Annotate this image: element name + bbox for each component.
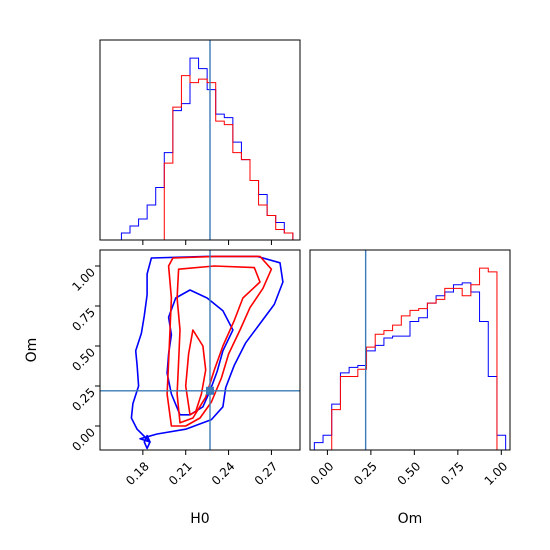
- y-tick-label: 0.75: [69, 305, 98, 334]
- x-tick-label: 0.18: [123, 459, 152, 488]
- x-tick-label: 0.25: [351, 459, 380, 488]
- panel-hist-om: 0.00 0.25 0.50 0.75 1.00 Om: [308, 249, 511, 527]
- x-tick-label: 0.75: [438, 459, 467, 488]
- panel-contour-h0-om: 0.18 0.21 0.24 0.27 0.00 0.25 0.50 0.75 1.00 H0 Om: [24, 249, 301, 527]
- y-tick-label: 1.00: [69, 265, 98, 294]
- x-tick-label: 0.21: [166, 459, 195, 488]
- contour-red: [166, 255, 273, 427]
- x-tick-label: 0.50: [395, 459, 424, 488]
- hist-series-red: [121, 75, 294, 241]
- contour-blue: [130, 255, 284, 443]
- x-axis-label: Om: [398, 511, 423, 527]
- panel-frame: [99, 249, 301, 451]
- contour-blue: [143, 434, 151, 450]
- y-tick-label: 0.00: [69, 425, 98, 454]
- panel-hist-h0: [99, 39, 301, 245]
- panel-frame: [309, 249, 511, 451]
- hist-series-blue: [313, 282, 507, 450]
- truth-point: [206, 386, 214, 395]
- x-tick-label: 0.00: [308, 459, 337, 488]
- y-axis-label: Om: [24, 338, 40, 363]
- y-tick-label: 0.50: [69, 345, 98, 374]
- panel-frame: [99, 39, 301, 241]
- y-tick-label: 0.25: [69, 385, 98, 414]
- contour-red: [184, 329, 207, 416]
- x-tick-label: 1.00: [482, 459, 511, 488]
- x-axis-label: H0: [190, 511, 209, 527]
- x-tick-label: 0.27: [252, 459, 281, 488]
- x-tick-label: 0.24: [209, 459, 238, 488]
- hist-series-red: [314, 267, 506, 451]
